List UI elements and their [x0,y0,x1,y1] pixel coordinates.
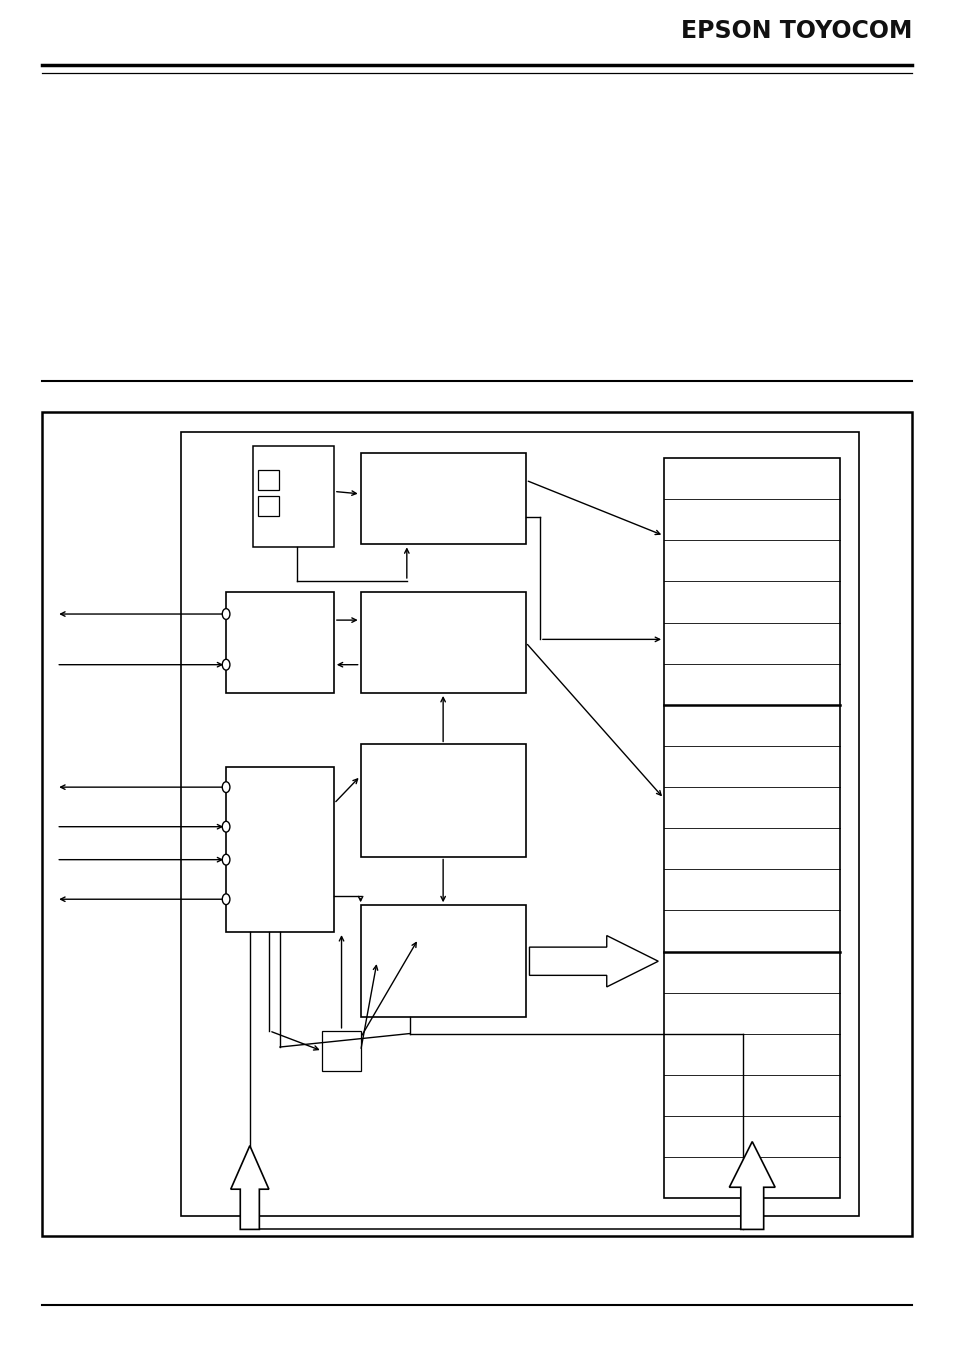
Circle shape [222,821,230,832]
Circle shape [222,854,230,865]
Polygon shape [728,1142,774,1229]
Bar [226,592,334,693]
Polygon shape [231,1146,269,1229]
Bar [181,432,858,1216]
Circle shape [222,782,230,793]
Bar [360,592,525,693]
Circle shape [222,608,230,620]
Bar [253,446,334,547]
Circle shape [222,659,230,670]
Bar [360,905,525,1017]
Bar [257,470,278,490]
Bar [360,453,525,544]
Bar [663,458,840,1198]
Bar [360,744,525,857]
Bar [226,767,334,932]
Bar [257,496,278,516]
Bar [322,1031,360,1071]
Bar [42,412,911,1236]
Text: EPSON TOYOCOM: EPSON TOYOCOM [679,19,911,42]
Circle shape [222,894,230,905]
Polygon shape [529,935,658,988]
